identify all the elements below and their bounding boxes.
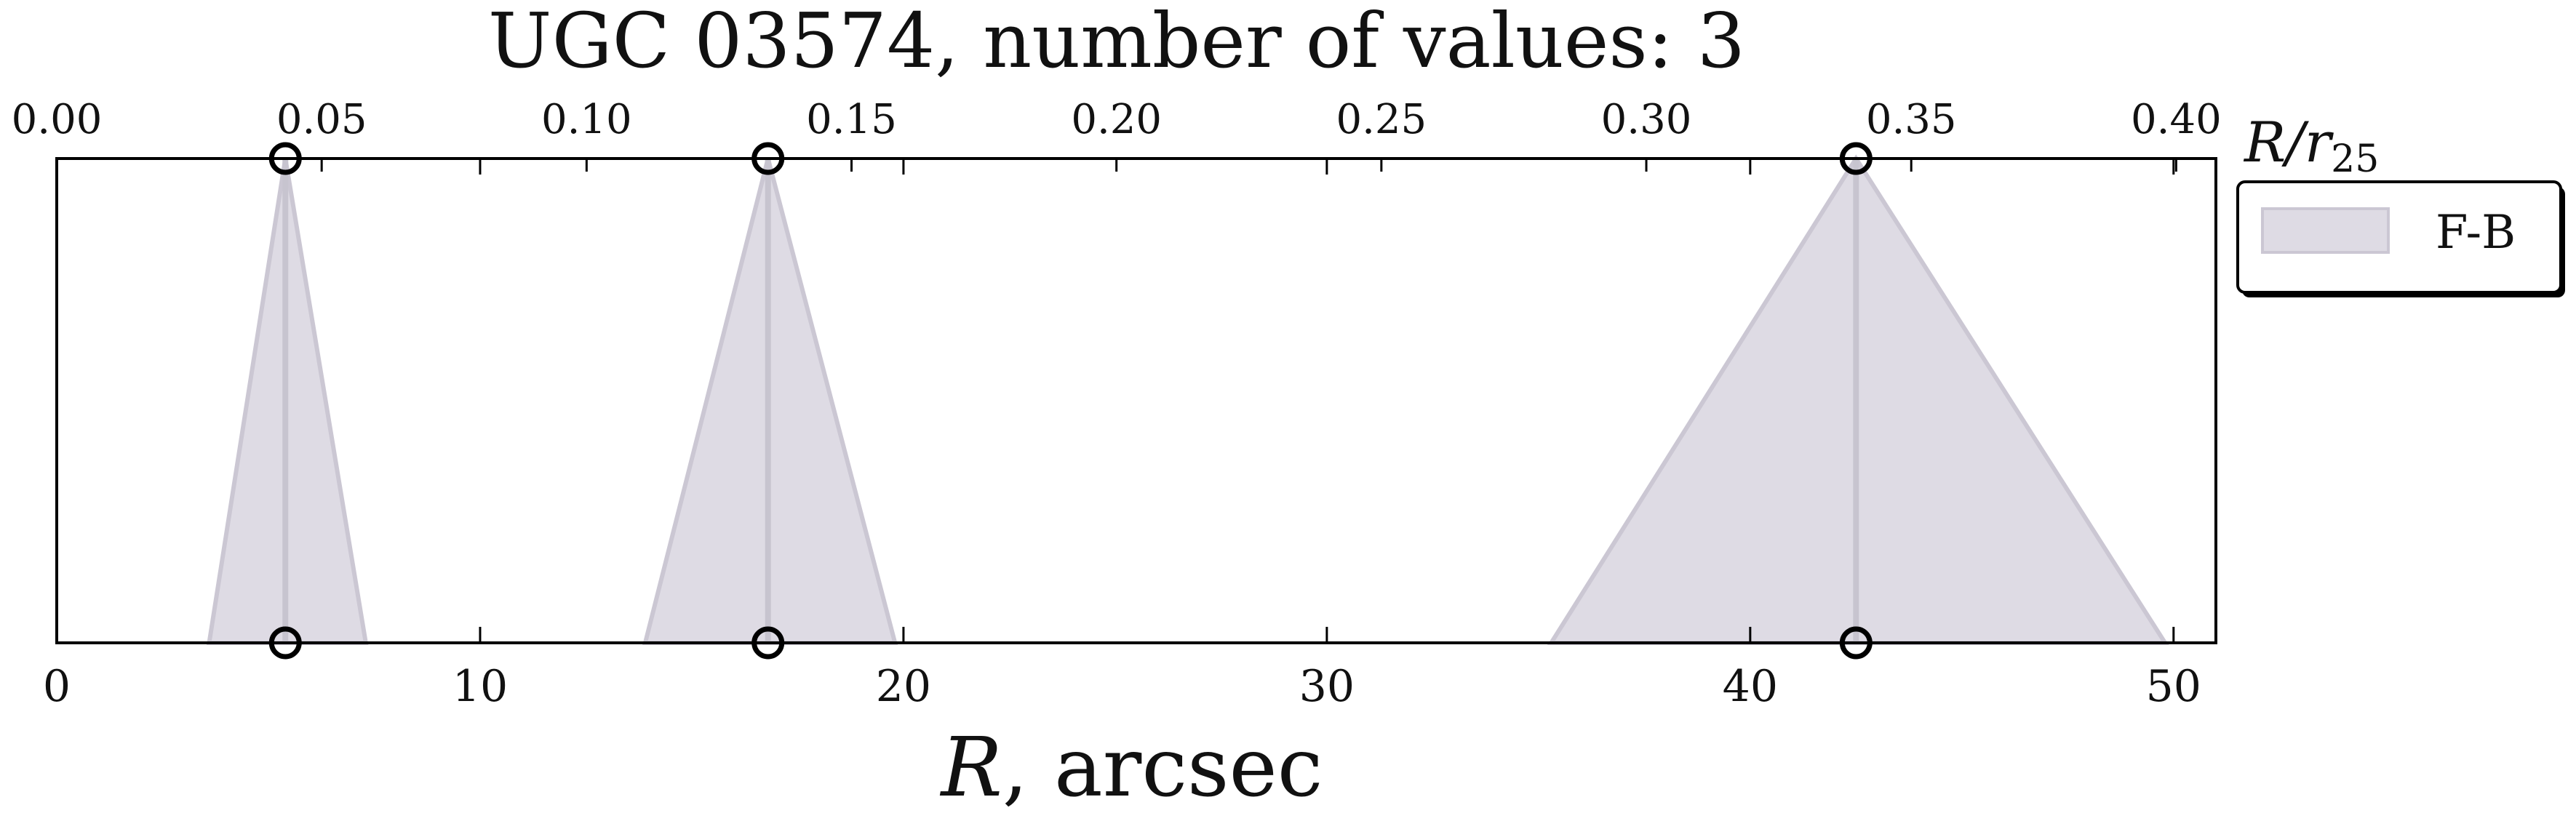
top-tick-label-3: 0.15: [806, 96, 897, 143]
bottom-tick-label-2: 20: [876, 661, 931, 712]
bottom-axis: 0 10 20 30 40 50: [43, 159, 2201, 712]
plot-frame: [55, 157, 2217, 644]
top-tick-label-4: 0.20: [1071, 96, 1162, 143]
top-tick-label-7: 0.35: [1866, 96, 1957, 143]
bottom-tick-label-4: 40: [1723, 661, 1778, 712]
series-center-lines: [282, 159, 1859, 643]
top-axis-label: R/r25: [2243, 110, 2379, 181]
bottom-tick-label-1: 10: [452, 661, 508, 712]
x-axis-label-unit: , arcsec: [1002, 721, 1323, 815]
bottom-tick-label-3: 30: [1299, 661, 1355, 712]
top-axis-label-main: R/r: [2243, 110, 2334, 175]
top-tick-label-1: 0.05: [276, 96, 367, 143]
top-axis: 0.00 0.05 0.10 0.15 0.20 0.25 0.30 0.35 0.40: [12, 96, 2222, 172]
x-axis-label: R, arcsec: [939, 721, 1323, 815]
top-tick-label-6: 0.30: [1601, 96, 1692, 143]
top-tick-label-0: 0.00: [12, 96, 103, 143]
top-tick-label-5: 0.25: [1336, 96, 1427, 143]
x-axis-label-var: R: [939, 721, 1002, 815]
chart-title: UGC 03574, number of values: 3: [488, 0, 1745, 85]
legend-label-f-b: F-B: [2436, 206, 2516, 260]
top-tick-label-8: 0.40: [2131, 96, 2222, 143]
top-tick-label-2: 0.10: [541, 96, 632, 143]
series-areas: [206, 154, 2169, 645]
legend: F-B: [2236, 180, 2565, 297]
legend-swatch-f-b: [2261, 207, 2390, 254]
top-axis-label-sub: 25: [2331, 137, 2379, 181]
bottom-tick-label-0: 0: [43, 661, 71, 712]
bottom-tick-label-5: 50: [2146, 661, 2201, 712]
